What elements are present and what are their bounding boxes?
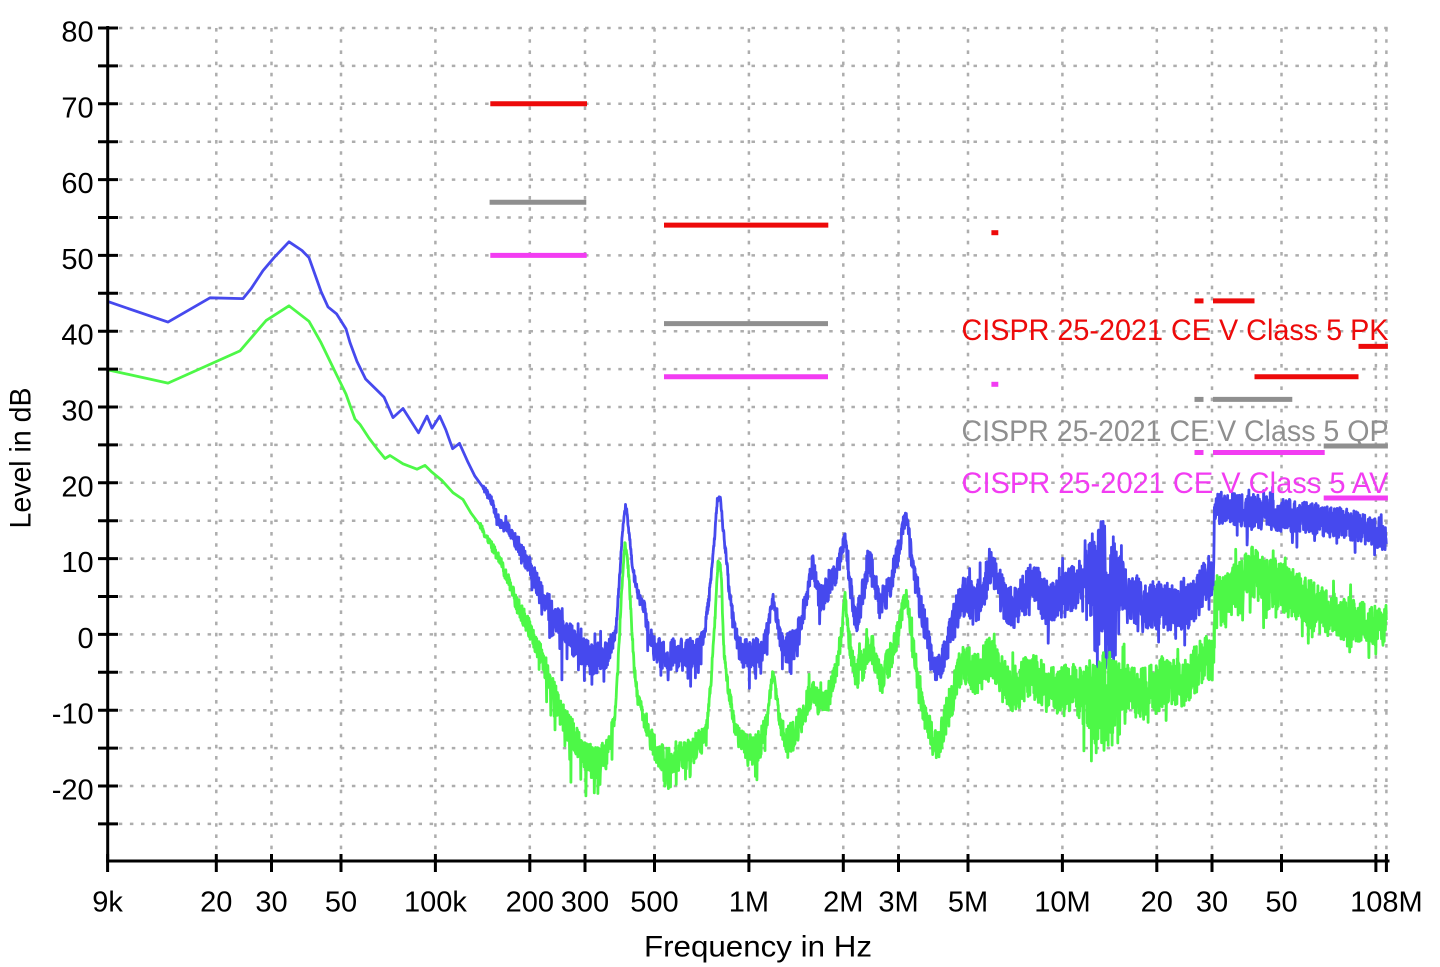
svg-text:3M: 3M [878,887,918,919]
svg-text:500: 500 [630,887,678,919]
svg-text:20: 20 [61,471,93,503]
svg-text:100k: 100k [404,887,467,919]
svg-text:-10: -10 [52,699,94,731]
svg-text:Level in dB: Level in dB [5,388,38,529]
svg-text:9k: 9k [92,887,123,919]
svg-text:5M: 5M [948,887,988,919]
svg-text:50: 50 [61,244,93,276]
svg-text:CISPR 25-2021 CE V Class 5 QP: CISPR 25-2021 CE V Class 5 QP [962,415,1389,448]
svg-text:10M: 10M [1034,887,1090,919]
svg-text:-20: -20 [52,775,94,807]
svg-text:0: 0 [78,623,94,655]
svg-text:20: 20 [200,887,232,919]
svg-text:1M: 1M [729,887,769,919]
svg-text:2M: 2M [823,887,863,919]
svg-text:60: 60 [61,168,93,200]
svg-text:40: 40 [61,320,93,352]
svg-text:80: 80 [61,17,93,49]
svg-text:50: 50 [325,887,357,919]
svg-text:CISPR 25-2021 CE V Class 5 AV: CISPR 25-2021 CE V Class 5 AV [962,467,1389,500]
svg-text:300: 300 [561,887,609,919]
svg-text:30: 30 [61,396,93,428]
svg-text:70: 70 [61,92,93,124]
svg-text:10: 10 [61,547,93,579]
svg-text:Frequency in Hz: Frequency in Hz [644,931,872,964]
svg-text:30: 30 [255,887,287,919]
svg-text:30: 30 [1196,887,1228,919]
svg-text:CISPR 25-2021 CE V Class 5 PK: CISPR 25-2021 CE V Class 5 PK [962,314,1389,347]
svg-text:50: 50 [1265,887,1297,919]
svg-text:20: 20 [1141,887,1173,919]
svg-text:200: 200 [506,887,554,919]
svg-text:108M: 108M [1350,887,1423,919]
